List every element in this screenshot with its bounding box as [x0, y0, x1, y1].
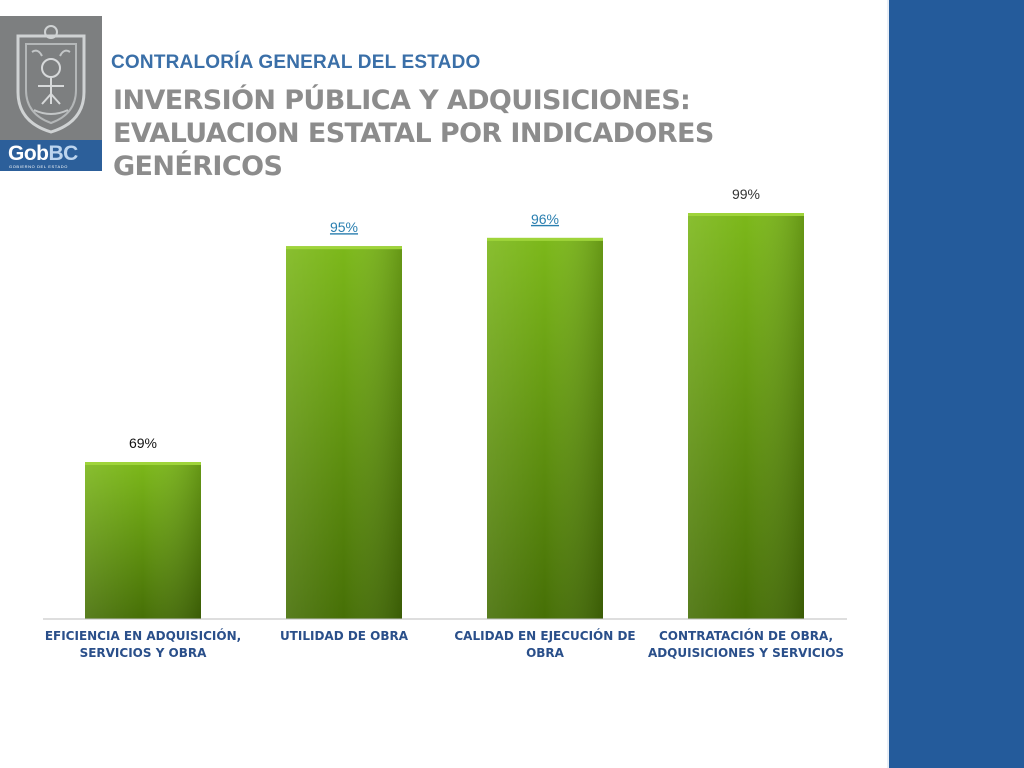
bar-shading	[487, 237, 603, 619]
bar-top-highlight	[487, 237, 603, 241]
brand-subtitle: GOBIERNO DEL ESTADO	[9, 164, 68, 169]
data-label: 96%	[531, 211, 559, 227]
title-line: INVERSIÓN PÚBLICA Y ADQUISICIONES:	[113, 85, 691, 116]
data-label: 95%	[330, 219, 358, 235]
brand-bar: GobBC GOBIERNO DEL ESTADO	[0, 140, 102, 171]
category-label: CALIDAD EN EJECUCIÓN DE	[454, 628, 635, 643]
bar-shading	[85, 462, 201, 619]
category-label: UTILIDAD DE OBRA	[280, 629, 409, 643]
gobbc-logo: GobBC GOBIERNO DEL ESTADO	[0, 16, 102, 171]
side-band	[887, 0, 1024, 768]
bar-shading	[286, 246, 402, 619]
title-line: EVALUACION ESTATAL POR INDICADORES	[113, 118, 714, 149]
bar-shading	[688, 213, 804, 619]
data-label: 69%	[129, 435, 157, 451]
category-label: OBRA	[526, 646, 565, 660]
data-label: 99%	[732, 186, 760, 202]
brand-wordmark: GobBC	[8, 142, 78, 165]
bar-top-highlight	[688, 213, 804, 216]
page-title: INVERSIÓN PÚBLICA Y ADQUISICIONES: EVALU…	[113, 84, 853, 183]
state-seal-icon	[16, 25, 86, 134]
title-line: GENÉRICOS	[113, 151, 283, 182]
category-label: CONTRATACIÓN DE OBRA,	[659, 628, 833, 643]
category-label: ADQUISICIONES Y SERVICIOS	[648, 646, 844, 660]
org-name: CONTRALORÍA GENERAL DEL ESTADO	[111, 52, 481, 73]
category-label: SERVICIOS Y OBRA	[80, 646, 208, 660]
bar-top-highlight	[286, 246, 402, 250]
category-label: EFICIENCIA EN ADQUISICIÓN,	[45, 628, 241, 643]
bar-top-highlight	[85, 462, 201, 465]
